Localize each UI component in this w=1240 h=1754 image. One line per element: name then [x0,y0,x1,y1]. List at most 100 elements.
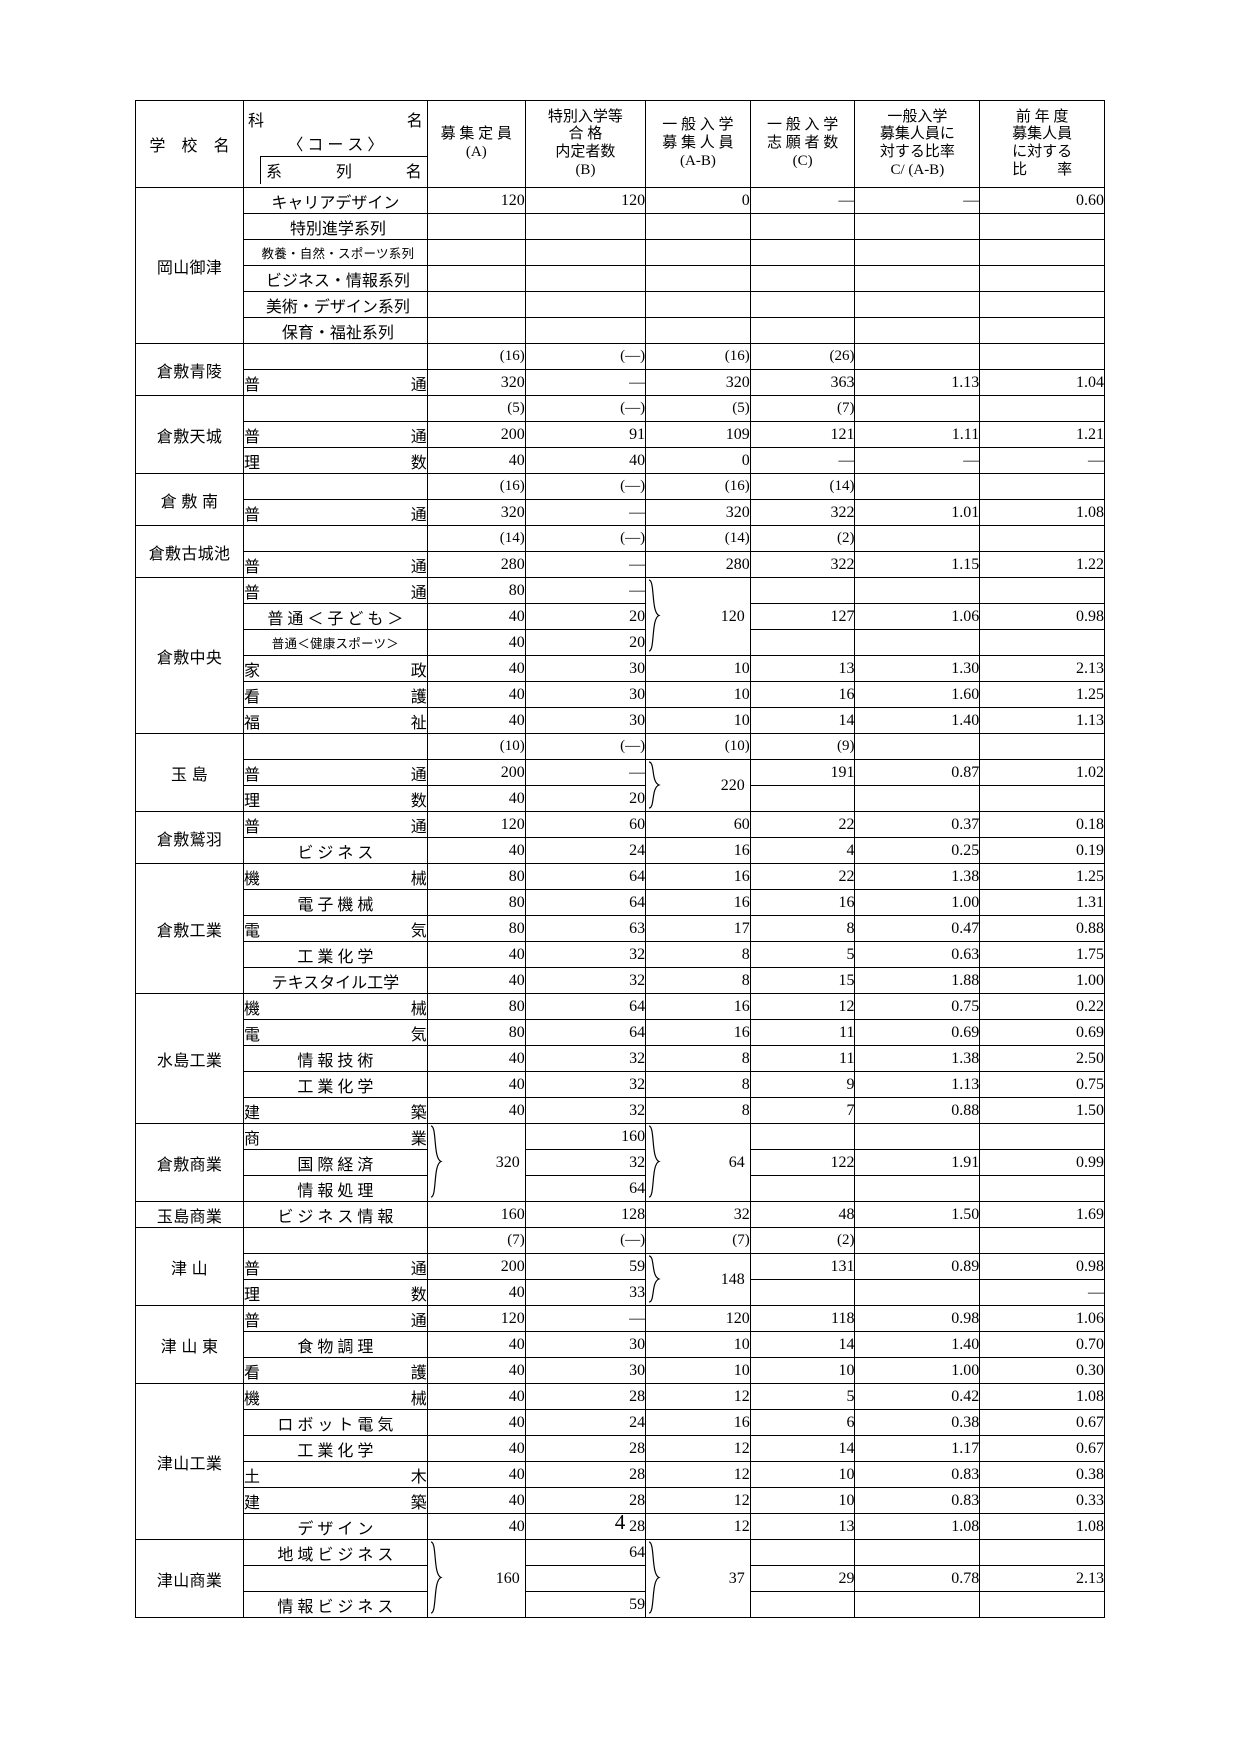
quota-cell: 160 [426,1201,526,1228]
quota-cell: 80 [426,863,526,890]
ratio-cell [854,1175,981,1202]
special-admission-cell: — [524,759,647,786]
header-course-right: 名 [406,113,423,130]
course-name-left: 理 [244,454,261,472]
special-admission-cell: 128 [524,1201,647,1228]
course-name-left: 普 [244,1260,261,1278]
course-name-right: 通 [410,506,427,524]
course-name-right: 通 [410,1312,427,1330]
school-name-cell: 倉敷工業 [134,863,245,994]
quota-cell: 160 [426,1539,526,1618]
school-name-cell: 倉 敷 南 [134,473,245,526]
general-quota-cell: 10 [645,1357,751,1384]
course-name: 教養・自然・スポーツ系列 [261,247,415,261]
header-series-right: 名 [405,164,422,181]
previous-ratio-cell: — [979,447,1105,474]
previous-ratio-cell: 0.67 [979,1435,1105,1462]
special-admission-cell: 32 [524,967,647,994]
special-admission-cell: 64 [524,889,647,916]
course-name-right: 祉 [410,714,427,732]
course-name: 工 業 化 学 [297,948,374,966]
previous-ratio-cell [979,395,1105,422]
special-admission-cell: — [524,499,647,526]
course-name: 保育・福祉系列 [281,324,394,342]
applicants-cell: 122 [749,1149,856,1176]
course-name-right: 木 [410,1468,427,1486]
course-name-cell: 土木 [243,1461,428,1488]
school-name: 倉敷商業 [156,1156,223,1174]
applicants-cell [749,317,856,344]
general-quota-cell-value: 120 [720,607,745,625]
table-row: 看護 40 30 10 10 1.00 0.30 [136,1357,1105,1384]
previous-ratio-cell: 0.18 [979,811,1105,838]
ratio-cell: 0.78 [854,1565,981,1592]
quota-cell: 40 [426,1071,526,1098]
school-name: 津 山 [171,1260,208,1278]
course-name: キャリアデザイン [271,194,400,212]
course-name-cell: 普通 [243,759,428,786]
ratio-cell [854,291,981,318]
table-row: 津山商業 地 域 ビ ジ ネ ス 160 64 37 [134,1539,1105,1618]
special-admission-cell: (—) [524,343,647,370]
ratio-cell [854,577,981,604]
course-name-cell: 普通 [243,1253,428,1280]
table-row: 倉敷古城池 (14) (—) (14) (2) [134,525,1105,578]
course-name-cell: 看護 [243,1357,428,1384]
table-row: 普通 200—220 191 0.87 1.02 [136,759,1105,812]
table-row: 津山工業機械 40 28 12 5 0.42 1.08 [134,1383,1105,1540]
course-name-cell: 普通 [243,421,428,448]
general-quota-cell [645,317,751,344]
course-name-cell: 家政 [243,655,428,682]
applicants-cell: 9 [749,1071,856,1098]
general-quota-cell: 64 [645,1123,751,1202]
quota-cell: 320 [426,499,526,526]
previous-ratio-cell: 1.21 [979,421,1105,448]
previous-ratio-cell: 1.25 [979,863,1105,890]
school-name: 倉敷中央 [156,649,223,667]
ratio-cell: 1.08 [854,1513,981,1540]
table-row: 29 0.78 2.13 [136,1565,1105,1592]
table-row: 理数 40 40 0— — — [136,447,1105,474]
grouping-brace [430,1125,443,1198]
general-quota-cell: 8 [645,967,751,994]
course-name-cell: 保育・福祉系列 [243,317,428,344]
ratio-cell: 0.69 [854,1019,981,1046]
table-row: 玉島商業 ビ ジ ネ ス 情 報 160 128 32 48 1.50 1.69 [134,1201,1105,1228]
course-name-left: 普 [244,558,261,576]
table-row: 倉敷中央普通 80—120 [134,577,1105,734]
quota-cell: 40 [426,967,526,994]
general-quota-cell: 8 [645,1097,751,1124]
school-name: 倉 敷 南 [160,493,219,511]
table-row: 普通 280—280 322 1.15 1.22 [136,551,1105,578]
general-quota-cell: 8 [645,1071,751,1098]
applicants-cell: 13 [749,1513,856,1540]
ratio-cell: 0.47 [854,915,981,942]
ratio-cell: 0.98 [854,1305,981,1332]
special-admission-cell: (—) [524,733,647,760]
applicants-cell [749,265,856,292]
table-row: 食 物 調 理 40 30 10 14 1.40 0.70 [136,1331,1105,1358]
header-applicants: 一 般 入 学 志 願 者 数 (C) [749,100,856,188]
course-name: 食 物 調 理 [297,1338,374,1356]
quota-cell: 40 [426,1435,526,1462]
special-admission-cell: 40 [524,447,647,474]
table-row: 建築 40 32 8 7 0.88 1.50 [136,1097,1105,1124]
course-name-cell: 電気 [243,915,428,942]
applicants-cell [749,785,856,812]
school-name: 倉敷天城 [156,428,223,446]
general-quota-cell [645,239,751,266]
previous-ratio-cell [979,785,1105,812]
special-admission-cell: 64 [524,863,647,890]
previous-ratio-cell: 1.13 [979,707,1105,734]
quota-cell: 40 [426,1279,526,1306]
ratio-cell [854,1279,981,1306]
table-row: 普通 320—320 322 1.01 1.08 [136,499,1105,526]
course-name-right: 通 [410,766,427,784]
previous-ratio-cell [979,733,1105,760]
special-admission-cell: 30 [524,655,647,682]
applicants-cell: 118 [749,1305,856,1332]
course-name-cell: 建築 [243,1487,428,1514]
ratio-cell [854,785,981,812]
previous-ratio-cell: 2.13 [979,1565,1105,1592]
table-row: 倉敷工業機械 80 64 16 22 1.38 1.25 [134,863,1105,994]
